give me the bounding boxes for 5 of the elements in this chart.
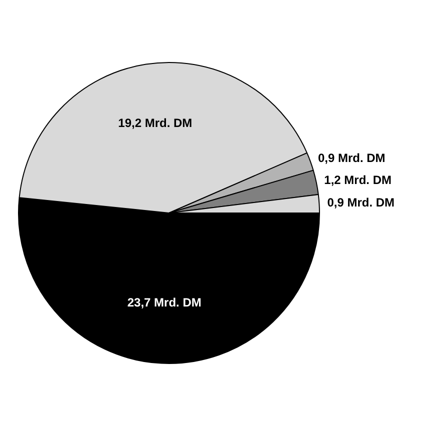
data-label: 1,2 Mrd. DM [324,172,392,187]
data-label: 0,9 Mrd. DM [318,151,386,166]
data-label: 23,7 Mrd. DM [127,295,202,310]
data-label: 0,9 Mrd. DM [327,196,395,210]
data-label: 19,2 Mrd. DM [118,116,192,130]
